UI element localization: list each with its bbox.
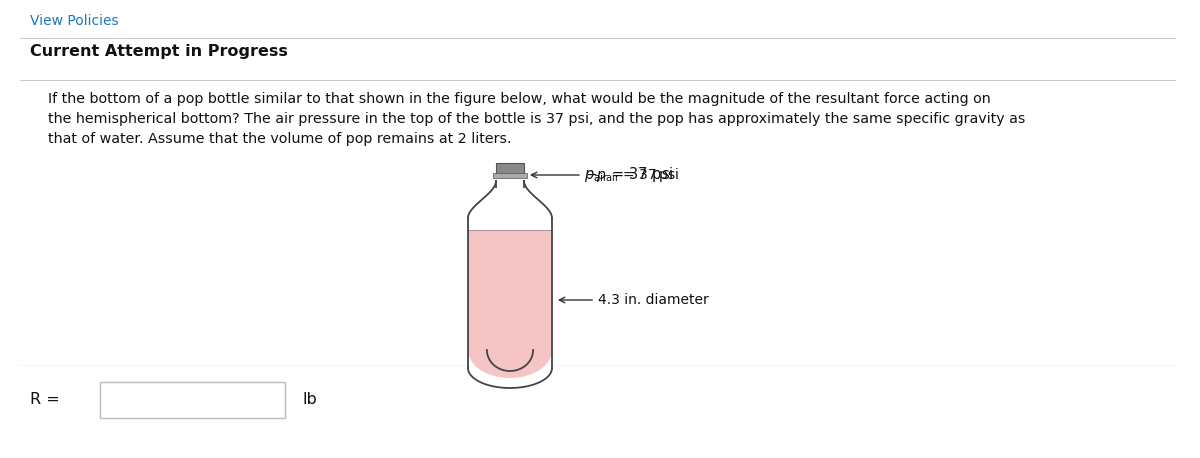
Polygon shape (468, 230, 552, 378)
Text: Current Attempt in Progress: Current Attempt in Progress (30, 44, 288, 59)
Text: R =: R = (30, 393, 60, 408)
Text: $-p_{\mathrm{air}}$ = 37$\,$psi: $-p_{\mathrm{air}}$ = 37$\,$psi (586, 166, 679, 184)
Bar (493, 173, 527, 178)
Text: 4.3 in. diameter: 4.3 in. diameter (598, 293, 709, 307)
Bar (496, 163, 524, 176)
Text: the hemispherical bottom? The air pressure in the top of the bottle is 37 psi, a: the hemispherical bottom? The air pressu… (48, 112, 1025, 126)
Polygon shape (468, 181, 552, 380)
Text: lb: lb (302, 393, 318, 408)
Text: View Policies: View Policies (30, 14, 119, 28)
FancyBboxPatch shape (100, 382, 286, 418)
Text: $p_{\rm air}$ = 37 psi: $p_{\rm air}$ = 37 psi (584, 165, 673, 185)
Text: If the bottom of a pop bottle similar to that shown in the figure below, what wo: If the bottom of a pop bottle similar to… (48, 92, 991, 106)
Text: that of water. Assume that the volume of pop remains at 2 liters.: that of water. Assume that the volume of… (48, 132, 511, 146)
